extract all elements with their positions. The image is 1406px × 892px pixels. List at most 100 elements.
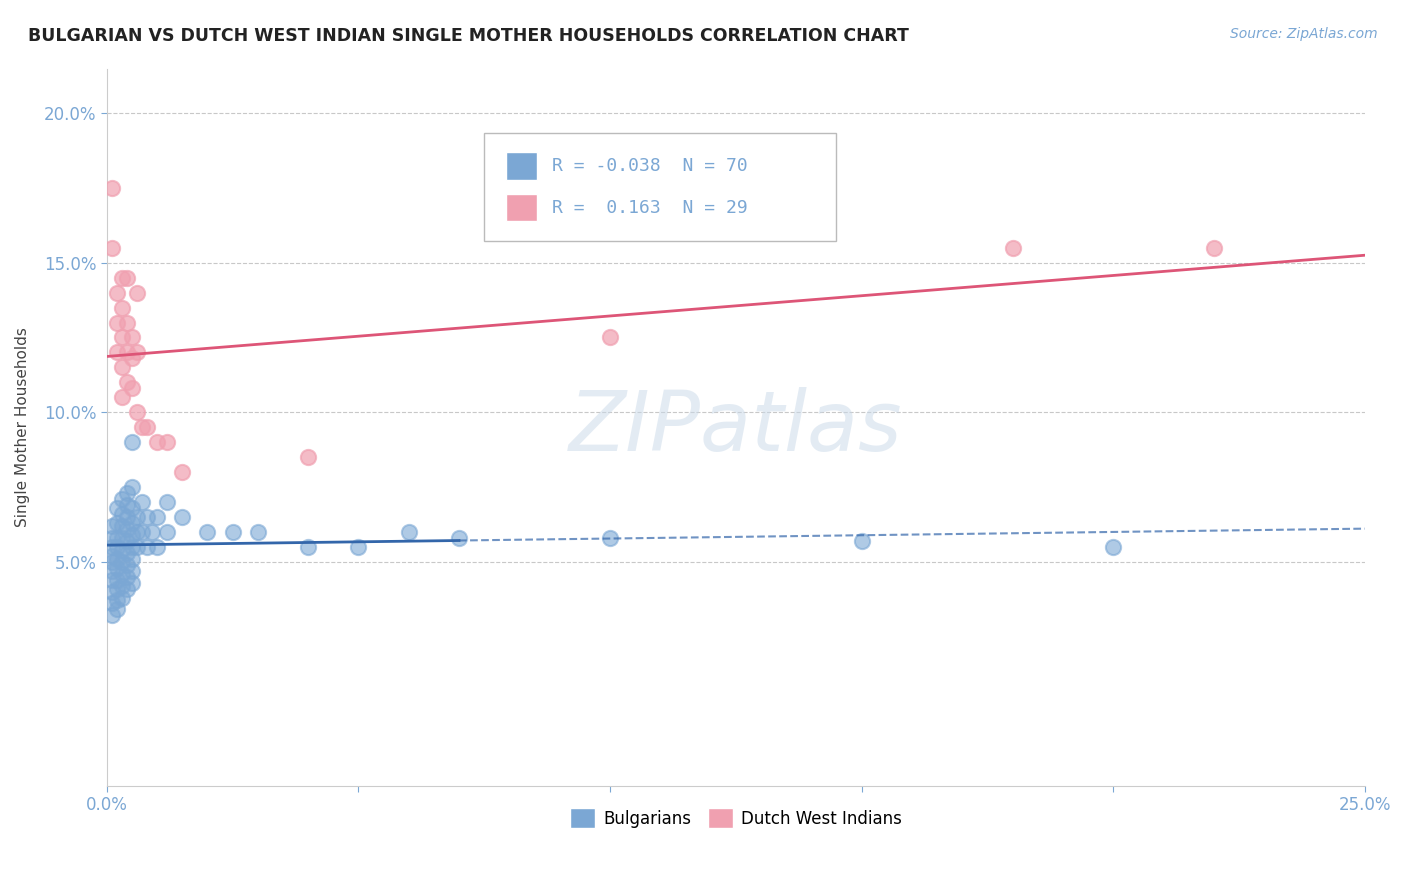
Point: [156, 495, 179, 509]
Point: [121, 575, 143, 590]
Point: [115, 558, 138, 572]
Point: [115, 522, 138, 536]
Point: [125, 524, 148, 539]
Point: [115, 316, 138, 330]
Point: [111, 578, 134, 592]
FancyBboxPatch shape: [506, 194, 537, 221]
Point: [146, 435, 169, 450]
Point: [105, 316, 128, 330]
FancyBboxPatch shape: [506, 153, 537, 179]
Point: [172, 509, 194, 524]
Point: [111, 542, 134, 557]
Point: [101, 597, 124, 611]
Point: [101, 540, 124, 554]
Point: [115, 509, 138, 524]
Point: [121, 500, 143, 515]
Point: [115, 345, 138, 359]
Point: [851, 533, 873, 548]
Point: [111, 518, 134, 533]
FancyBboxPatch shape: [484, 133, 837, 241]
Point: [156, 524, 179, 539]
Point: [115, 498, 138, 512]
Point: [111, 360, 134, 375]
Point: [111, 390, 134, 404]
Point: [347, 540, 370, 554]
Point: [121, 435, 143, 450]
Point: [111, 591, 134, 605]
Point: [172, 465, 194, 479]
Point: [131, 420, 153, 434]
Point: [105, 551, 128, 566]
Point: [115, 533, 138, 548]
Point: [398, 524, 420, 539]
Point: [121, 381, 143, 395]
Point: [101, 564, 124, 578]
Point: [111, 555, 134, 569]
Point: [125, 509, 148, 524]
Point: [105, 285, 128, 300]
Text: BULGARIAN VS DUTCH WEST INDIAN SINGLE MOTHER HOUSEHOLDS CORRELATION CHART: BULGARIAN VS DUTCH WEST INDIAN SINGLE MO…: [28, 27, 910, 45]
Point: [111, 270, 134, 285]
Point: [1102, 540, 1125, 554]
Point: [121, 330, 143, 344]
Point: [297, 540, 319, 554]
Point: [101, 608, 124, 623]
Point: [221, 524, 243, 539]
Point: [297, 450, 319, 464]
Point: [101, 549, 124, 563]
Point: [121, 551, 143, 566]
Point: [111, 566, 134, 581]
Text: Source: ZipAtlas.com: Source: ZipAtlas.com: [1230, 27, 1378, 41]
Point: [115, 582, 138, 596]
Point: [131, 524, 153, 539]
Text: R = -0.038  N = 70: R = -0.038 N = 70: [553, 157, 748, 175]
Point: [105, 602, 128, 616]
Point: [101, 531, 124, 545]
Text: ZIPatlas: ZIPatlas: [569, 386, 903, 467]
Point: [111, 531, 134, 545]
Point: [121, 540, 143, 554]
Point: [121, 480, 143, 494]
Point: [136, 509, 159, 524]
Point: [105, 531, 128, 545]
Point: [1001, 241, 1024, 255]
Point: [121, 351, 143, 366]
Point: [101, 555, 124, 569]
Point: [146, 509, 169, 524]
Point: [105, 516, 128, 530]
Point: [101, 518, 124, 533]
Point: [105, 540, 128, 554]
Point: [125, 345, 148, 359]
Point: [105, 573, 128, 587]
Point: [105, 560, 128, 574]
Point: [115, 376, 138, 390]
Point: [156, 435, 179, 450]
Point: [197, 524, 219, 539]
Point: [105, 582, 128, 596]
Point: [115, 486, 138, 500]
Point: [146, 540, 169, 554]
Point: [121, 516, 143, 530]
Point: [101, 181, 124, 195]
Point: [105, 593, 128, 607]
Point: [121, 527, 143, 541]
Point: [111, 491, 134, 506]
Point: [115, 569, 138, 583]
Point: [125, 540, 148, 554]
Point: [447, 531, 470, 545]
Point: [111, 507, 134, 521]
Point: [121, 564, 143, 578]
Point: [599, 531, 621, 545]
Point: [246, 524, 269, 539]
Point: [599, 330, 621, 344]
Point: [101, 584, 124, 599]
Point: [101, 573, 124, 587]
Point: [101, 241, 124, 255]
Text: R =  0.163  N = 29: R = 0.163 N = 29: [553, 199, 748, 217]
Point: [125, 285, 148, 300]
Point: [131, 495, 153, 509]
Point: [115, 546, 138, 560]
Point: [111, 330, 134, 344]
Y-axis label: Single Mother Households: Single Mother Households: [15, 327, 30, 527]
Point: [125, 405, 148, 419]
